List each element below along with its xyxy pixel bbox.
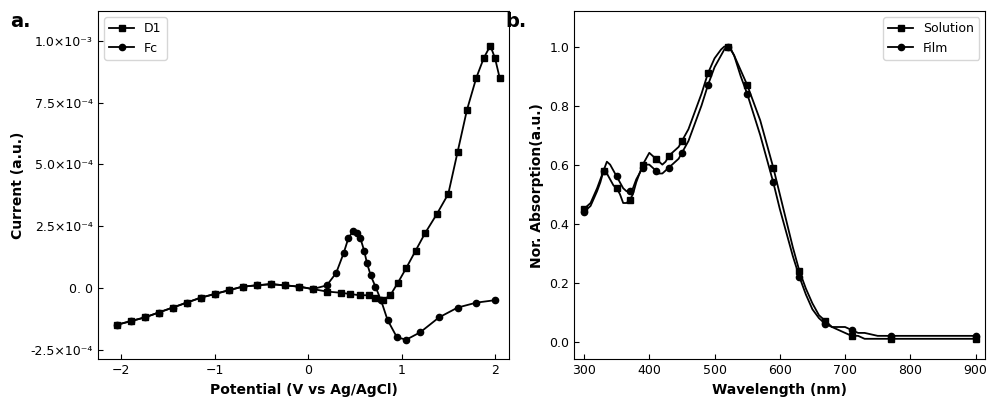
Y-axis label: Nor. Absorption(a.u.): Nor. Absorption(a.u.) [530,103,544,268]
D1 [384,293,396,298]
D1 [153,310,165,315]
D1 [251,283,263,288]
D1 [195,295,207,300]
D1 [265,282,277,286]
Fc [338,251,350,256]
Fc [251,283,263,288]
Text: b.: b. [505,12,526,31]
Fc [125,319,137,324]
Fc [354,236,366,241]
D1 [470,75,482,80]
D1 [139,315,151,320]
D1 [484,43,496,48]
D1 [335,290,347,295]
D1 [321,289,333,294]
Fc [369,284,381,289]
Fc [351,231,363,236]
D1 [279,283,291,288]
D1 [431,211,443,216]
D1 [209,292,221,297]
Fc [489,298,501,303]
D1 [410,248,422,253]
D1 [478,55,490,60]
Line: D1: D1 [113,42,503,328]
Fc [342,236,354,241]
D1 [354,293,366,298]
D1 [363,293,375,298]
Fc [433,315,445,320]
D1 [125,319,137,324]
Fc [470,300,482,305]
D1 [223,288,235,293]
D1 [377,298,389,303]
Fc [400,337,412,342]
D1 [369,295,381,300]
Fc [382,317,394,322]
D1 [293,284,305,289]
Fc [265,282,277,286]
Fc [293,284,305,289]
Fc [167,305,179,310]
Y-axis label: Current (a.u.): Current (a.u.) [11,132,25,239]
D1 [237,284,249,289]
X-axis label: Potential (V vs Ag/AgCl): Potential (V vs Ag/AgCl) [210,383,397,397]
Fc [358,248,370,253]
Fc [307,286,319,291]
Fc [330,271,342,275]
X-axis label: Wavelength (nm): Wavelength (nm) [712,383,847,397]
Fc [347,228,359,233]
D1 [392,280,404,285]
Legend: D1, Fc: D1, Fc [104,18,167,60]
D1 [461,107,473,112]
Fc [452,305,464,310]
Fc [111,322,123,327]
D1 [181,300,193,305]
Fc [375,298,387,303]
D1 [494,75,506,80]
D1 [400,266,412,271]
Fc [321,283,333,288]
Fc [237,284,249,289]
Fc [153,310,165,315]
Fc [139,315,151,320]
Text: a.: a. [10,12,30,31]
Fc [181,300,193,305]
D1 [489,55,501,60]
Fc [223,288,235,293]
D1 [419,231,431,236]
D1 [442,191,454,196]
Fc [365,273,377,278]
Fc [414,330,426,335]
Line: Fc: Fc [113,228,498,343]
D1 [344,292,356,297]
Fc [361,261,373,266]
Fc [209,292,221,297]
D1 [307,286,319,291]
D1 [111,322,123,327]
Fc [279,283,291,288]
Fc [195,295,207,300]
Legend: Solution, Film: Solution, Film [883,18,979,60]
D1 [452,149,464,154]
D1 [167,305,179,310]
Fc [391,335,403,340]
